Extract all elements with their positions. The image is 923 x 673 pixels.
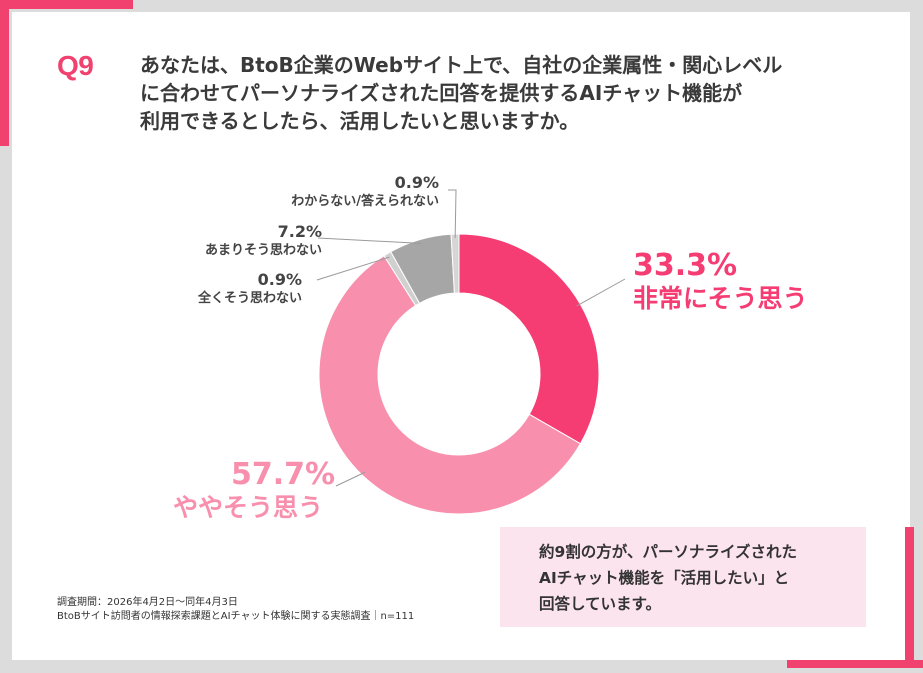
label-very-much-pct: 33.3% [633, 248, 738, 283]
label-dont-know-pct: 0.9% [394, 173, 439, 192]
leader-line [317, 237, 422, 244]
label-somewhat: 57.7% ややそう思う [173, 458, 335, 524]
accent-bar-top-left [0, 0, 133, 9]
question-line: 利用できるとしたら、活用したいと思いますか。 [140, 109, 580, 133]
label-dont-know: 0.9% わからない/答えられない [291, 173, 439, 211]
summary-line: 約9割の方が、パーソナライズされた [539, 543, 798, 561]
label-very-much: 33.3% 非常にそう思う [633, 249, 808, 315]
survey-name: BtoBサイト訪問者の情報探索課題とAIチャット体験に関する実態調査｜n=111 [57, 611, 415, 622]
survey-period: 調査期間：2026年4月2日～同年4月3日 [57, 597, 238, 608]
slice-dont-know [450, 233, 460, 294]
label-not-at-all: 0.9% 全くそう思わない [198, 270, 302, 308]
leader-line [448, 189, 457, 239]
slice-very-much [458, 233, 600, 445]
label-not-really-pct: 7.2% [277, 222, 322, 241]
summary-note-text: 約9割の方が、パーソナライズされた AIチャット機能を「活用したい」と 回答して… [539, 539, 797, 617]
leader-line [316, 256, 390, 281]
label-not-really: 7.2% あまりそう思わない [205, 222, 322, 260]
question-line: あなたは、BtoB企業のWebサイト上で、自社の企業属性・関心レベル [140, 53, 783, 77]
label-dont-know-name: わからない/答えられない [291, 194, 439, 209]
accent-bar-bottom-right [787, 660, 923, 668]
label-not-at-all-name: 全くそう思わない [197, 291, 302, 306]
label-very-much-name: 非常にそう思う [633, 284, 808, 313]
survey-source: 調査期間：2026年4月2日～同年4月3日 BtoBサイト訪問者の情報探索課題と… [57, 596, 414, 624]
question-text: あなたは、BtoB企業のWebサイト上で、自社の企業属性・関心レベル に合わせて… [140, 51, 860, 135]
summary-line: AIチャット機能を「活用したい」と [539, 569, 790, 587]
label-somewhat-pct: 57.7% [231, 457, 336, 492]
label-not-at-all-pct: 0.9% [257, 270, 302, 289]
question-line: に合わせてパーソナライズされた回答を提供するAIチャット機能が [140, 81, 743, 105]
leader-line [335, 471, 366, 487]
question-number: Q9 [57, 50, 94, 81]
slice-somewhat [318, 255, 582, 515]
leader-line [576, 278, 626, 307]
label-not-really-name: あまりそう思わない [204, 243, 322, 258]
summary-line: 回答しています。 [539, 595, 661, 613]
accent-bar-left [0, 0, 9, 146]
accent-bar-right [905, 527, 914, 668]
summary-note: 約9割の方が、パーソナライズされた AIチャット機能を「活用したい」と 回答して… [500, 527, 866, 627]
label-somewhat-name: ややそう思う [173, 493, 324, 522]
